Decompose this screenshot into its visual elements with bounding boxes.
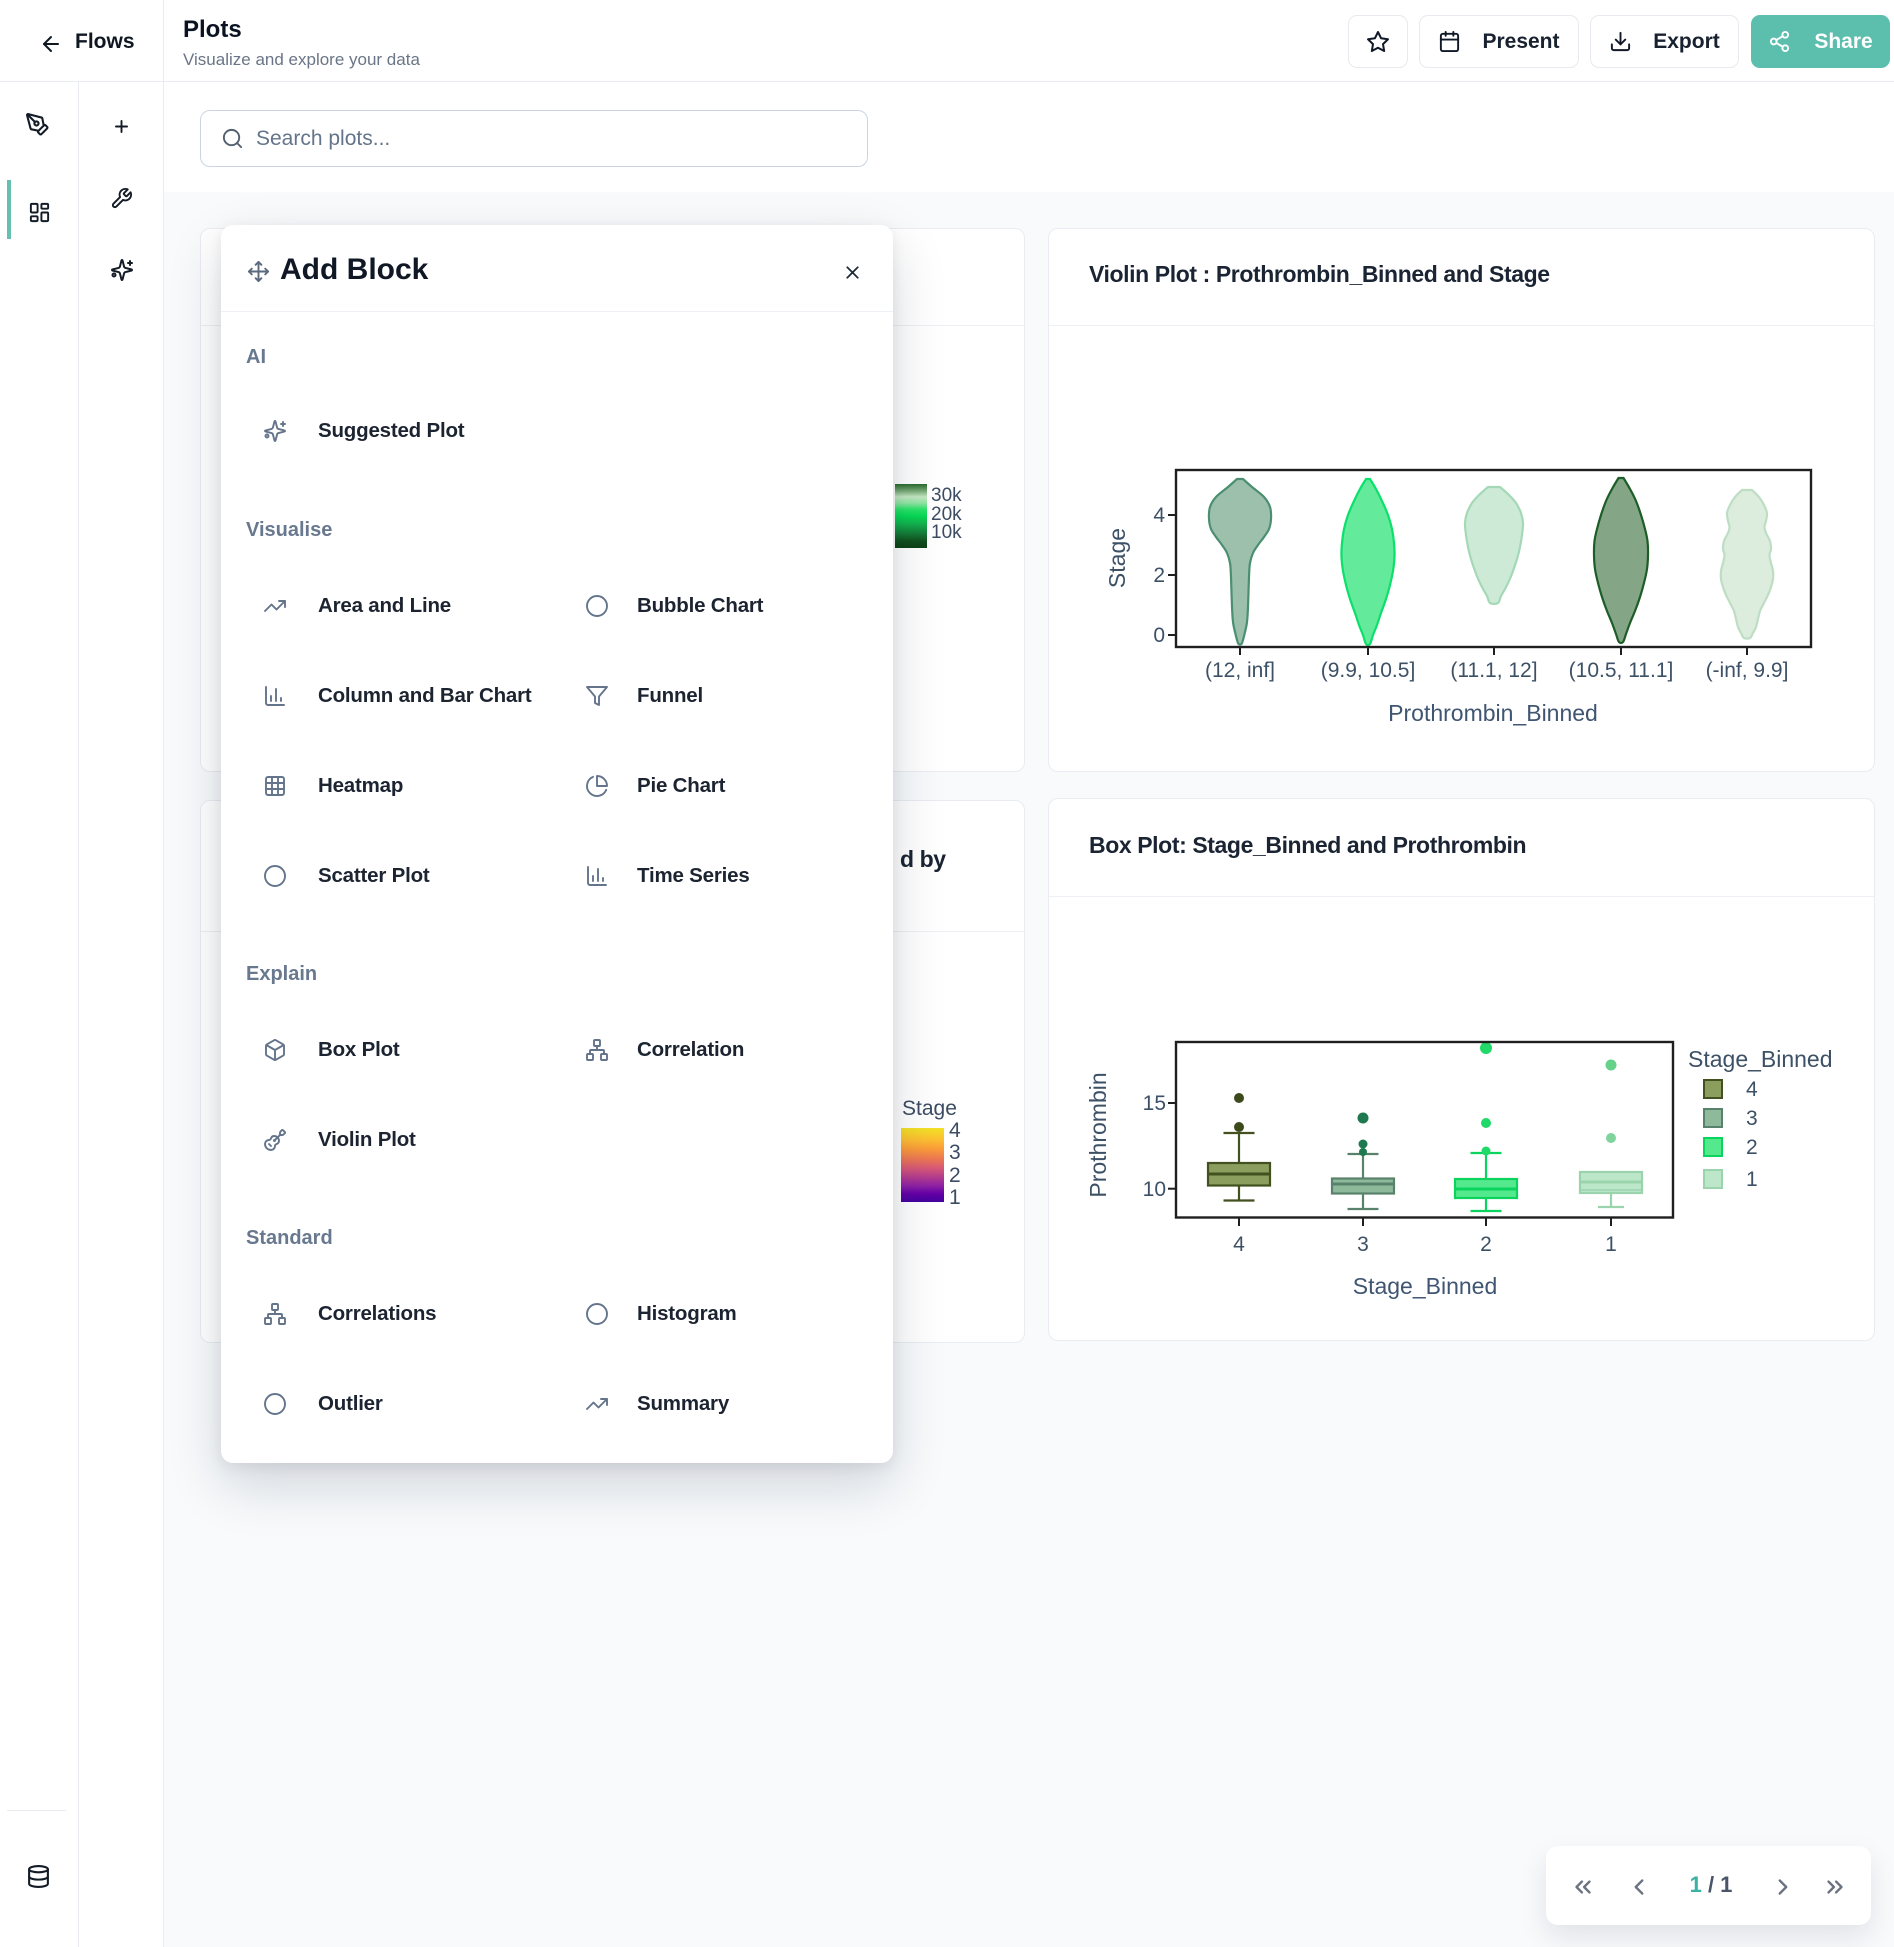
svg-text:0: 0 <box>1153 624 1165 647</box>
svg-text:(12, inf]: (12, inf] <box>1205 659 1275 682</box>
svg-text:Stage_Binned: Stage_Binned <box>1688 1046 1833 1072</box>
svg-text:2: 2 <box>1746 1136 1758 1159</box>
svg-text:(-inf, 9.9]: (-inf, 9.9] <box>1706 659 1789 682</box>
svg-text:3: 3 <box>1746 1107 1758 1130</box>
svg-text:2: 2 <box>1480 1233 1492 1256</box>
svg-text:Prothrombin: Prothrombin <box>1085 1072 1111 1197</box>
svg-text:1: 1 <box>1746 1168 1758 1191</box>
svg-text:1: 1 <box>1605 1233 1617 1256</box>
svg-text:3: 3 <box>1357 1233 1369 1256</box>
svg-text:(11.1, 12]: (11.1, 12] <box>1450 659 1537 682</box>
svg-text:2: 2 <box>1153 564 1165 587</box>
svg-text:4: 4 <box>1153 504 1165 527</box>
svg-text:(9.9, 10.5]: (9.9, 10.5] <box>1321 659 1416 682</box>
svg-text:15: 15 <box>1143 1092 1166 1115</box>
svg-text:Stage: Stage <box>1104 528 1130 588</box>
svg-text:4: 4 <box>1233 1233 1245 1256</box>
svg-text:Stage_Binned: Stage_Binned <box>1353 1273 1498 1299</box>
svg-text:10: 10 <box>1143 1178 1166 1201</box>
svg-text:4: 4 <box>1746 1078 1758 1101</box>
svg-text:Prothrombin_Binned: Prothrombin_Binned <box>1388 700 1598 726</box>
svg-text:(10.5, 11.1]: (10.5, 11.1] <box>1569 659 1674 682</box>
